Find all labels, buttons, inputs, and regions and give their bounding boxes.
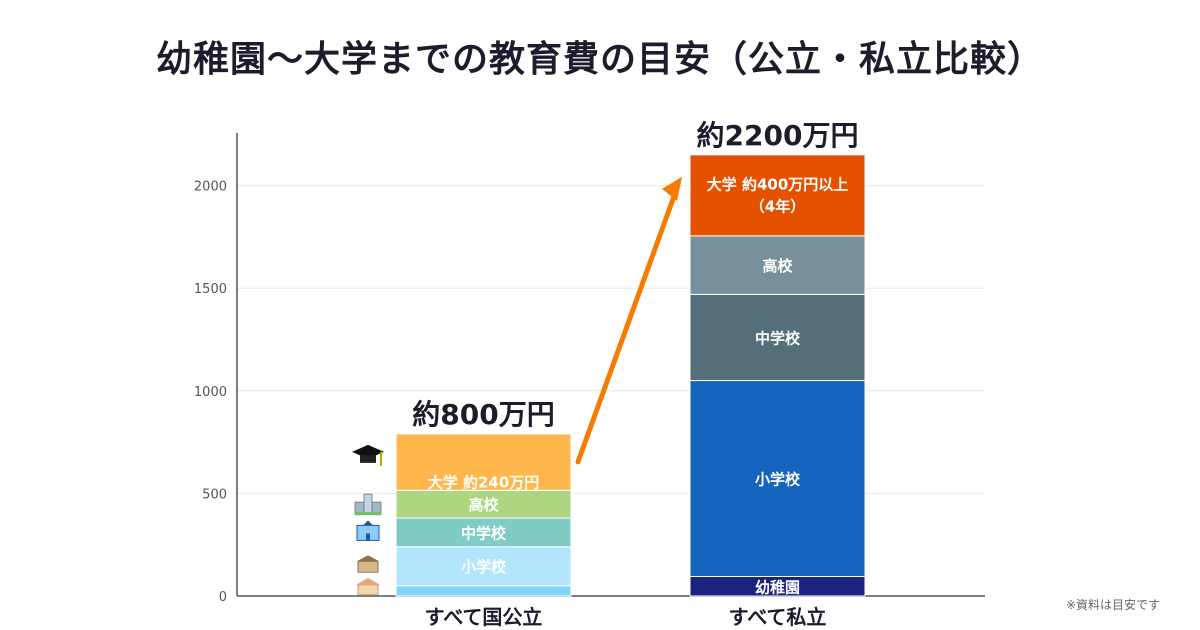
segment-label-university: 大学 約240万円	[428, 473, 540, 491]
elementary-school-icon	[357, 555, 379, 573]
bar-segment-university	[689, 154, 866, 237]
comparison-arrow	[575, 188, 679, 465]
bar-segment-university	[395, 433, 572, 491]
footnote: ※資料は目安です	[1065, 598, 1160, 612]
y-tick-label: 0	[219, 590, 227, 605]
bar-segment-junior-high	[395, 517, 572, 548]
segment-label-kindergarten: 幼稚園	[755, 578, 800, 596]
y-tick-label: 1000	[194, 385, 227, 400]
y-tick-label: 500	[202, 487, 227, 502]
bar-segment-elementary	[689, 380, 866, 578]
graduation-cap-icon	[352, 444, 384, 466]
bar-total-label: 約2200万円	[697, 119, 859, 152]
high-school-icon	[354, 493, 382, 516]
segment-label-high-school: 高校	[762, 257, 793, 275]
segment-label-elementary: 小学校	[461, 558, 507, 576]
junior-high-school-icon	[356, 520, 380, 541]
x-category-label: すべて国公立	[425, 605, 543, 629]
segment-label-elementary: 小学校	[755, 471, 801, 489]
segment-label-high-school: 高校	[468, 496, 499, 514]
comparison-arrow-head	[662, 176, 682, 201]
segment-label-junior-high: 中学校	[755, 329, 801, 347]
segment-label-university: 大学 約400万円以上	[707, 175, 849, 193]
bar-segment-elementary	[395, 546, 572, 587]
y-tick-label: 2000	[194, 180, 227, 195]
segment-label-junior-high: 中学校	[461, 524, 507, 542]
segment-label-university-note: （4年）	[750, 197, 805, 215]
kindergarten-icon	[356, 577, 380, 596]
bar-segment-junior-high	[689, 293, 866, 382]
y-tick-label: 1500	[194, 282, 227, 297]
bar-total-label: 約800万円	[412, 398, 554, 431]
x-category-label: すべて私立	[729, 605, 827, 629]
bar-segment-kindergarten	[395, 585, 572, 597]
chart-title: 幼稚園〜大学までの教育費の目安（公立・私立比較）	[155, 39, 1044, 80]
